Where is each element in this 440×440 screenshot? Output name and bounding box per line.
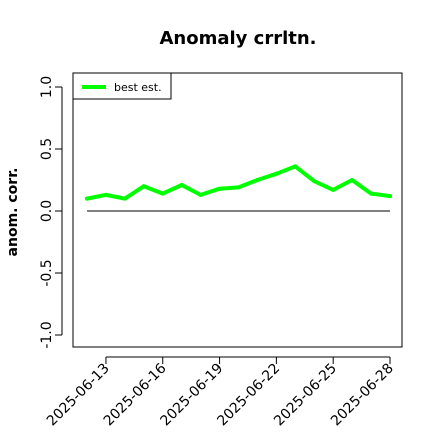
data-point	[350, 178, 355, 182]
x-axis: 2025-06-132025-06-162025-06-192025-06-22…	[44, 356, 397, 429]
data-point	[103, 192, 108, 197]
y-tick-label: -1.0	[39, 321, 55, 348]
series-line	[85, 164, 392, 201]
y-tick-label: 1.0	[39, 76, 55, 98]
data-point	[388, 194, 392, 199]
y-tick-label: -0.5	[39, 259, 55, 286]
plot-frame	[72, 72, 403, 348]
legend: best est.	[72, 72, 172, 100]
legend-label: best est.	[114, 81, 162, 94]
data-point	[274, 171, 279, 176]
y-tick-label: 0.5	[39, 138, 55, 160]
chart-title: Anomaly crrltn.	[159, 28, 316, 49]
data-point	[331, 187, 336, 192]
data-point	[293, 164, 298, 169]
data-point	[198, 192, 203, 197]
data-point	[312, 179, 317, 184]
y-tick-label: 0.0	[39, 200, 55, 222]
data-point	[217, 186, 222, 191]
data-point	[255, 178, 260, 182]
y-axis-title: anom. corr.	[5, 168, 21, 257]
data-point	[236, 185, 241, 190]
series-layer	[85, 164, 392, 201]
data-point	[160, 191, 165, 196]
data-point	[369, 191, 374, 196]
data-point	[141, 184, 146, 189]
data-point	[85, 196, 89, 201]
data-point	[122, 196, 127, 201]
y-axis: -1.0 -0.5 0.0 0.5 1.0	[39, 76, 63, 349]
data-point	[179, 183, 184, 187]
